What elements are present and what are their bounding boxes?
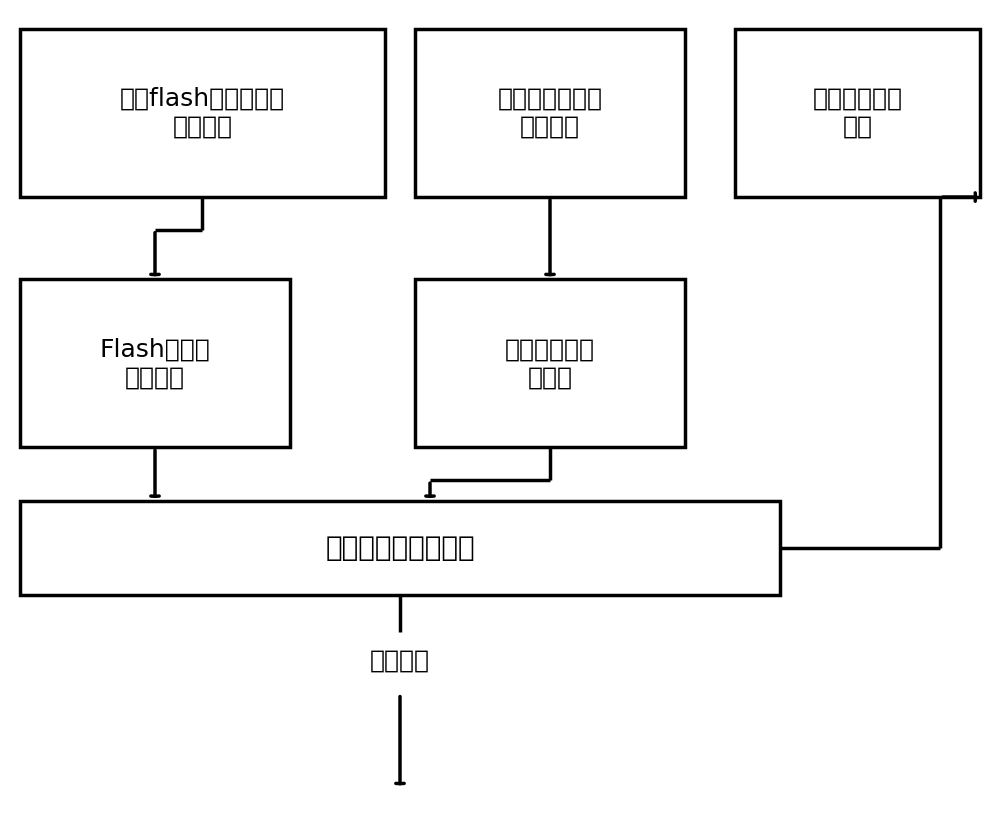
FancyBboxPatch shape	[20, 501, 780, 595]
FancyBboxPatch shape	[415, 279, 685, 447]
Text: 单点测距雷达
处理器: 单点测距雷达 处理器	[505, 337, 595, 389]
Text: Flash三维图
像处理器: Flash三维图 像处理器	[100, 337, 210, 389]
Text: 输出图像: 输出图像	[370, 649, 430, 673]
FancyBboxPatch shape	[20, 29, 385, 197]
FancyBboxPatch shape	[415, 29, 685, 197]
Text: 光学flash三维成像雷
达接收器: 光学flash三维成像雷 达接收器	[120, 87, 285, 139]
Text: 综合信号及输出设备: 综合信号及输出设备	[325, 534, 475, 562]
FancyBboxPatch shape	[735, 29, 980, 197]
Text: 光学单点测距雷
达接收器: 光学单点测距雷 达接收器	[498, 87, 602, 139]
Text: 空间光信号发
射源: 空间光信号发 射源	[812, 87, 902, 139]
FancyBboxPatch shape	[20, 279, 290, 447]
